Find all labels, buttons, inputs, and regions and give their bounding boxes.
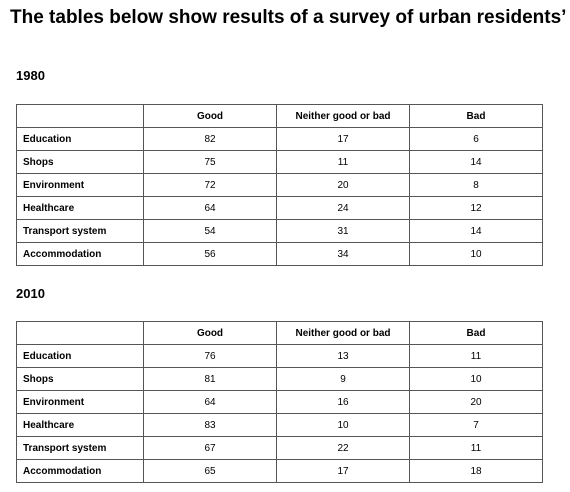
row-label: Environment [16,173,144,197]
table-row: Transport system 54 31 14 [16,219,543,243]
table-header-row: Good Neither good or bad Bad [16,104,543,128]
value-cell: 12 [409,196,543,220]
value-cell: 20 [409,390,543,414]
value-cell: 20 [276,173,410,197]
column-header: Good [143,321,277,345]
value-cell: 14 [409,219,543,243]
table-row: Healthcare 83 10 7 [16,413,543,437]
table-row: Environment 64 16 20 [16,390,543,414]
table-1980-title: 1980 [16,68,45,83]
row-label: Shops [16,150,144,174]
corner-header-cell [16,321,144,345]
table-row: Healthcare 64 24 12 [16,196,543,220]
table-row: Environment 72 20 8 [16,173,543,197]
value-cell: 10 [276,413,410,437]
value-cell: 22 [276,436,410,460]
value-cell: 8 [409,173,543,197]
value-cell: 83 [143,413,277,437]
value-cell: 64 [143,390,277,414]
column-header: Bad [409,321,543,345]
value-cell: 13 [276,344,410,368]
value-cell: 64 [143,196,277,220]
row-label: Transport system [16,436,144,460]
table-row: Education 76 13 11 [16,344,543,368]
column-header: Good [143,104,277,128]
value-cell: 24 [276,196,410,220]
table-row: Education 82 17 6 [16,127,543,151]
value-cell: 17 [276,459,410,483]
row-label: Healthcare [16,196,144,220]
value-cell: 16 [276,390,410,414]
table-header-row: Good Neither good or bad Bad [16,321,543,345]
table-row: Shops 81 9 10 [16,367,543,391]
value-cell: 11 [409,344,543,368]
value-cell: 34 [276,242,410,266]
value-cell: 76 [143,344,277,368]
value-cell: 10 [409,242,543,266]
column-header: Bad [409,104,543,128]
table-2010-title: 2010 [16,286,45,301]
corner-header-cell [16,104,144,128]
column-header: Neither good or bad [276,104,410,128]
value-cell: 65 [143,459,277,483]
value-cell: 6 [409,127,543,151]
value-cell: 81 [143,367,277,391]
page-title: The tables below show results of a surve… [10,7,566,28]
row-label: Healthcare [16,413,144,437]
table-1980: Good Neither good or bad Bad Education 82 17… [16,104,543,266]
table-row: Transport system 67 22 11 [16,436,543,460]
row-label: Environment [16,390,144,414]
value-cell: 67 [143,436,277,460]
value-cell: 82 [143,127,277,151]
value-cell: 14 [409,150,543,174]
value-cell: 75 [143,150,277,174]
row-label: Shops [16,367,144,391]
row-label: Accommodation [16,459,144,483]
table-row: Accommodation 65 17 18 [16,459,543,483]
row-label: Accommodation [16,242,144,266]
value-cell: 72 [143,173,277,197]
value-cell: 56 [143,242,277,266]
row-label: Education [16,344,144,368]
table-row: Shops 75 11 14 [16,150,543,174]
value-cell: 10 [409,367,543,391]
value-cell: 54 [143,219,277,243]
value-cell: 11 [276,150,410,174]
value-cell: 9 [276,367,410,391]
value-cell: 31 [276,219,410,243]
value-cell: 11 [409,436,543,460]
row-label: Transport system [16,219,144,243]
value-cell: 7 [409,413,543,437]
table-row: Accommodation 56 34 10 [16,242,543,266]
value-cell: 18 [409,459,543,483]
table-2010: Good Neither good or bad Bad Education 76 13… [16,321,543,483]
value-cell: 17 [276,127,410,151]
row-label: Education [16,127,144,151]
column-header: Neither good or bad [276,321,410,345]
